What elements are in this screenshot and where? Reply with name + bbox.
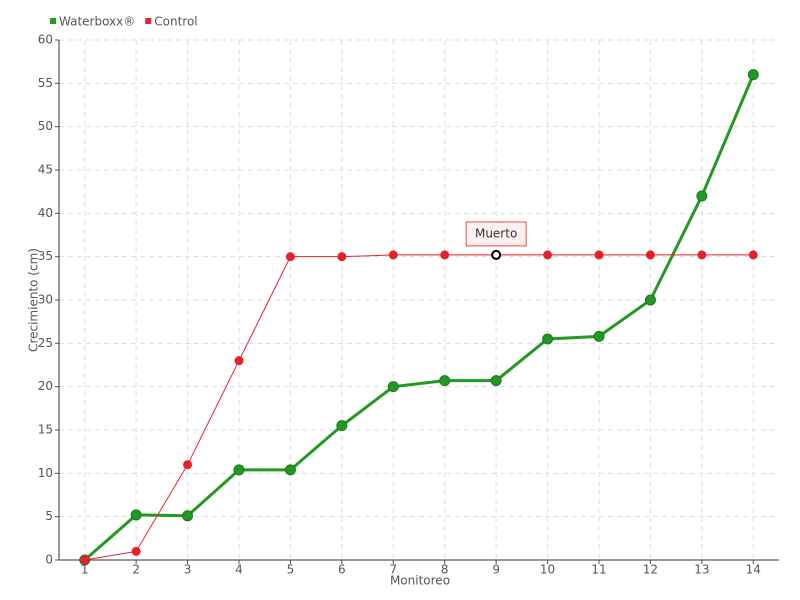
x-axis-label: Monitoreo xyxy=(390,574,450,588)
data-point xyxy=(490,375,502,387)
y-tick-label: 5 xyxy=(45,509,53,523)
data-point xyxy=(697,250,707,260)
data-point xyxy=(543,250,553,260)
data-point xyxy=(491,249,502,260)
x-tick-label: 10 xyxy=(540,563,555,577)
legend-label: Waterboxx® xyxy=(59,15,135,29)
series-line xyxy=(83,74,755,562)
y-tick-label: 30 xyxy=(38,293,53,307)
data-point xyxy=(285,252,295,262)
x-tick-label: 2 xyxy=(132,563,140,577)
y-tick-label: 45 xyxy=(38,163,53,177)
y-tick-label: 0 xyxy=(45,553,53,567)
x-tick-label: 5 xyxy=(287,563,295,577)
data-point xyxy=(542,333,554,345)
data-point xyxy=(131,546,141,556)
data-point xyxy=(696,190,708,202)
x-tick-label: 8 xyxy=(441,563,449,577)
y-tick-label: 55 xyxy=(38,76,53,90)
y-tick-label: 35 xyxy=(38,249,53,263)
x-tick-label: 14 xyxy=(746,563,761,577)
data-point xyxy=(439,375,451,387)
annotation-text: Muerto xyxy=(475,226,517,240)
x-tick-label: 11 xyxy=(591,563,606,577)
data-point xyxy=(387,381,399,393)
data-point xyxy=(593,330,605,342)
x-tick-label: 12 xyxy=(643,563,658,577)
data-point xyxy=(747,69,759,81)
x-tick-label: 9 xyxy=(492,563,500,577)
y-tick-label: 10 xyxy=(38,466,53,480)
x-tick-label: 6 xyxy=(338,563,346,577)
data-point xyxy=(594,250,604,260)
y-axis-label: Crecimiento (cm) xyxy=(27,248,41,352)
data-point xyxy=(644,294,656,306)
x-tick-label: 1 xyxy=(81,563,89,577)
annotation-box xyxy=(465,221,527,247)
series-line xyxy=(84,254,754,561)
legend-swatch xyxy=(50,18,56,24)
y-tick-label: 40 xyxy=(38,206,53,220)
x-tick-label: 13 xyxy=(694,563,709,577)
legend-swatch xyxy=(145,18,152,24)
y-tick-label: 60 xyxy=(38,33,53,47)
data-point xyxy=(130,509,142,521)
y-tick-label: 20 xyxy=(38,379,53,393)
data-point xyxy=(233,464,245,476)
data-point xyxy=(183,460,193,470)
data-point xyxy=(80,555,90,565)
y-tick-label: 25 xyxy=(38,336,53,350)
y-tick-label: 50 xyxy=(38,119,53,133)
data-point xyxy=(748,250,758,260)
x-tick-label: 7 xyxy=(389,563,397,577)
data-point xyxy=(182,510,194,522)
data-point xyxy=(234,356,244,366)
data-point xyxy=(440,250,450,260)
y-tick-label: 15 xyxy=(38,423,53,437)
data-point xyxy=(388,250,398,260)
data-point xyxy=(284,464,296,476)
x-tick-label: 3 xyxy=(184,563,192,577)
x-tick-label: 4 xyxy=(235,563,243,577)
data-point xyxy=(336,420,348,432)
legend-label: Control xyxy=(154,15,197,29)
data-point xyxy=(337,252,347,262)
data-point xyxy=(645,250,655,260)
